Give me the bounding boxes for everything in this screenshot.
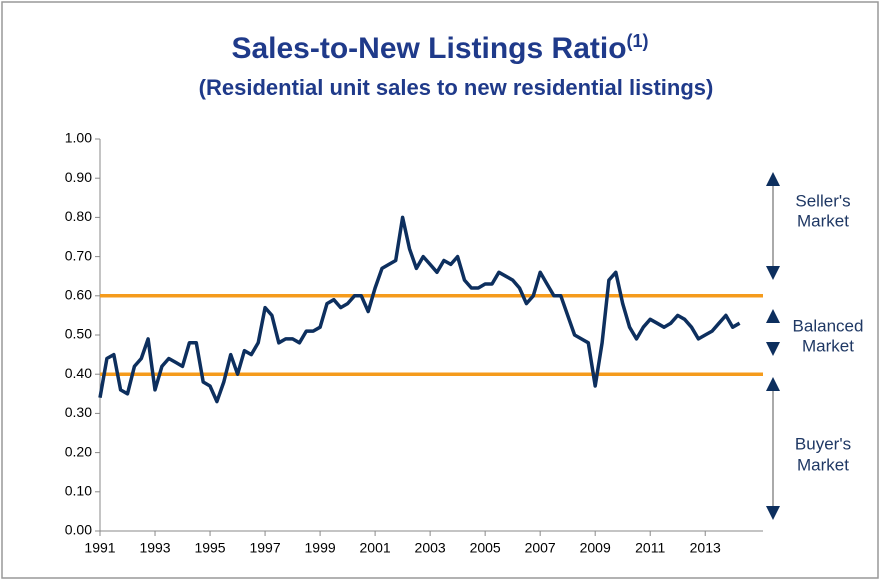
x-tick-label: 1997 — [249, 540, 280, 556]
y-tick-label: 0.90 — [65, 169, 92, 185]
x-tick-label: 2001 — [360, 540, 391, 556]
y-tick-label: 0.80 — [65, 208, 92, 224]
x-tick-label: 2003 — [415, 540, 446, 556]
annotation: Balanced — [793, 316, 864, 335]
y-tick-label: 0.40 — [65, 365, 92, 381]
annotation: Buyer's — [795, 434, 851, 453]
x-tick-label: 2009 — [580, 540, 611, 556]
title-superscript: (1) — [627, 31, 649, 51]
annotation: Seller's — [795, 191, 850, 210]
title-text: Sales-to-New Listings Ratio — [231, 32, 626, 65]
line — [98, 215, 741, 404]
x-tick-label: 2013 — [690, 540, 721, 556]
y-tick-label: 1.00 — [65, 130, 92, 146]
x-tick-label: 2005 — [470, 540, 501, 556]
y-tick-label: 0.70 — [65, 247, 92, 263]
arrows — [766, 172, 780, 520]
chart-title: Sales-to-New Listings Ratio(1) — [231, 31, 648, 65]
y-tick-label: 0.60 — [65, 287, 92, 303]
x-tick-label: 2007 — [525, 540, 556, 556]
x-tick-label: 1995 — [194, 540, 225, 556]
annotation: Market — [797, 211, 849, 230]
y-tick-label: 0.20 — [65, 443, 92, 459]
x-tick-label: 1991 — [84, 540, 115, 556]
y-tick-label: 0.50 — [65, 326, 92, 342]
annotation: Market — [797, 455, 849, 474]
x-tick-label: 1999 — [305, 540, 336, 556]
x-tick-label: 1993 — [139, 540, 170, 556]
chart-subtitle: (Residential unit sales to new residenti… — [199, 75, 714, 100]
x-tick-label: 2011 — [635, 540, 665, 556]
y-tick-label: 0.30 — [65, 404, 92, 420]
annotation: Market — [802, 336, 854, 355]
y-tick-label: 0.10 — [65, 483, 92, 499]
y-tick-label: 0.00 — [65, 522, 92, 538]
